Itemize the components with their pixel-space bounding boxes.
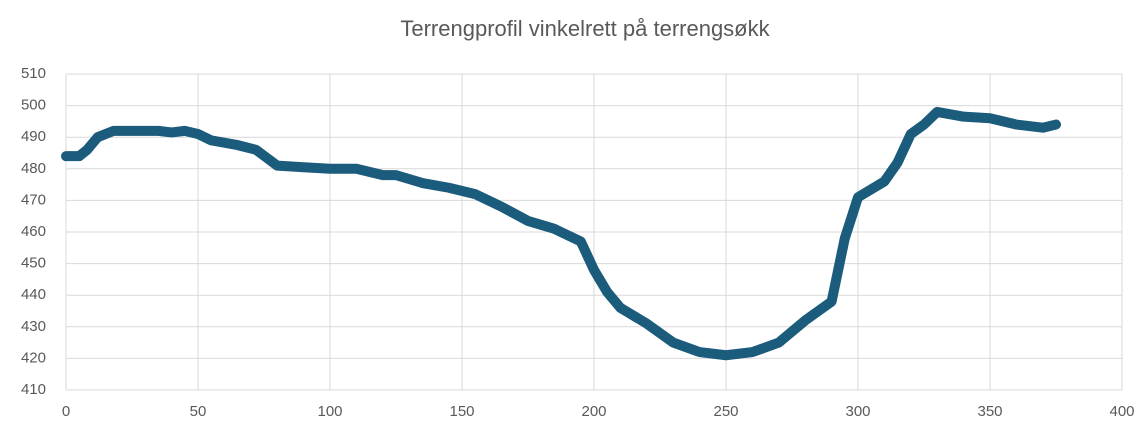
x-tick-label: 150: [449, 403, 474, 420]
x-tick-label: 250: [713, 403, 738, 420]
y-tick-label: 460: [21, 223, 46, 240]
y-tick-label: 490: [21, 128, 46, 145]
y-tick-label: 510: [21, 65, 46, 82]
y-tick-label: 480: [21, 160, 46, 177]
x-tick-label: 0: [62, 403, 70, 420]
x-tick-label: 100: [317, 403, 342, 420]
y-tick-label: 500: [21, 97, 46, 114]
y-tick-label: 470: [21, 191, 46, 208]
x-tick-label: 50: [190, 403, 207, 420]
line-series: [61, 106, 1061, 361]
x-tick-label: 400: [1109, 403, 1134, 420]
x-tick-label: 300: [845, 403, 870, 420]
x-tick-label: 200: [581, 403, 606, 420]
y-tick-label: 440: [21, 286, 46, 303]
y-tick-label: 450: [21, 255, 46, 272]
y-tick-label: 410: [21, 381, 46, 398]
y-tick-label: 430: [21, 318, 46, 335]
x-tick-label: 350: [977, 403, 1002, 420]
chart-title: Terrengprofil vinkelrett på terrengsøkk: [400, 16, 770, 41]
y-tick-label: 420: [21, 349, 46, 366]
